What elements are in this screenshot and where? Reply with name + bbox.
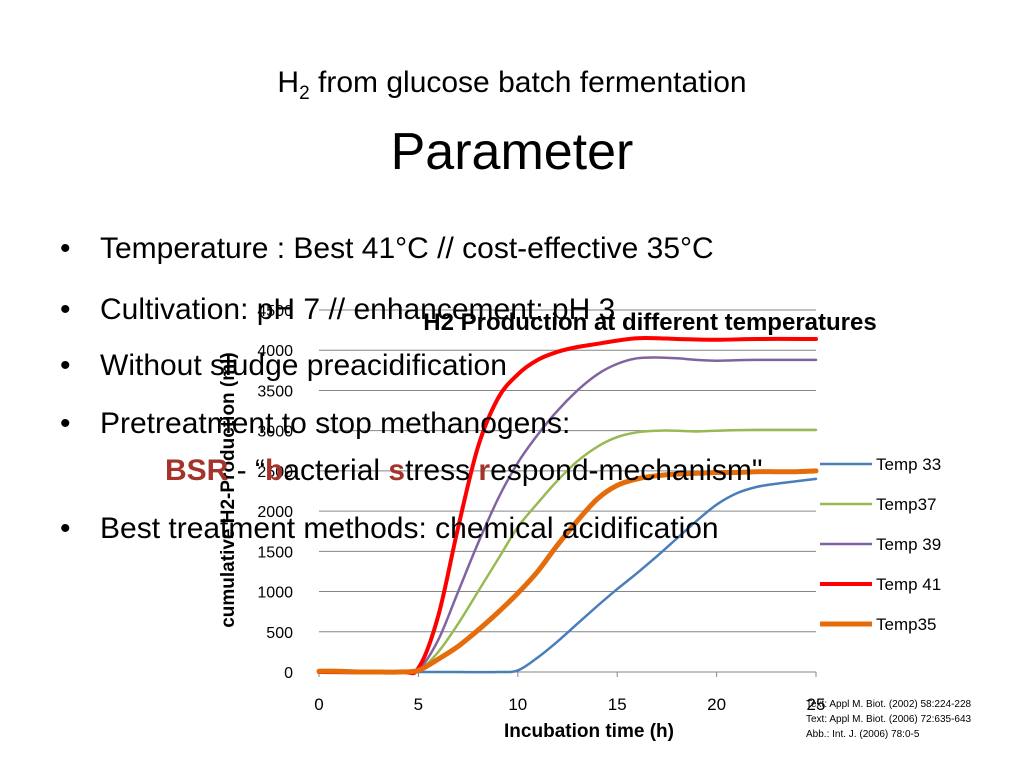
- bsr-sep: - “: [228, 454, 265, 487]
- bullet-dot: •: [60, 293, 71, 326]
- y-tick-label: 2000: [257, 504, 293, 521]
- bsr-letter-r: r: [478, 454, 491, 487]
- y-tick-label: 4000: [257, 343, 293, 360]
- slide-title: H2 from glucose batch fermentation: [0, 66, 1024, 105]
- bullet-text: Without sludge preacidification: [100, 349, 507, 382]
- bsr-word-3: espond-mechanism": [490, 454, 763, 487]
- legend-label: Temp35: [876, 615, 936, 634]
- bullet-text: Temperature : Best 41°C // cost-effectiv…: [100, 232, 714, 265]
- y-tick-label: 0: [284, 665, 293, 682]
- source-line: Text: Appl M. Biot. (2006) 72:635-643: [806, 714, 972, 725]
- y-axis-label: cumulative H2-Production (ml): [218, 352, 239, 628]
- series-line-temp37: [317, 428, 818, 674]
- bullet-text: Cultivation: pH 7 // enhancement: pH 3: [100, 293, 616, 326]
- series-line-temp39: [317, 356, 818, 674]
- series-line-temp41: [317, 335, 818, 676]
- source-line: Abb.: Int. J. (2006) 78:0-5: [806, 729, 920, 740]
- bsr-letter-s: s: [388, 454, 406, 487]
- x-tick-label: 15: [608, 695, 627, 714]
- x-tick-label: 25: [807, 695, 826, 714]
- chart-title: H2 Production at different temperatures: [423, 309, 876, 336]
- y-tick-label: 4500: [257, 303, 293, 320]
- bullet-text: Best treatment methods: chemical acidifi…: [100, 512, 719, 545]
- y-tick-label: 3500: [257, 383, 293, 400]
- legend-label: Temp 41: [876, 575, 941, 594]
- bullet-dot: •: [60, 407, 71, 440]
- x-tick-label: 10: [508, 695, 527, 714]
- bsr-definition: BSR - “bacterial stress respond-mechanis…: [165, 454, 763, 488]
- bullet-dot: •: [60, 232, 71, 265]
- bsr-word-2: tress: [405, 454, 479, 487]
- y-tick-label: 2500: [257, 464, 293, 481]
- x-tick-label: 20: [707, 695, 726, 714]
- y-tick-label: 3000: [257, 424, 293, 441]
- legend-label: Temp 33: [876, 455, 941, 474]
- bullet-text: Pretreatment to stop methanogens:: [100, 407, 571, 440]
- title-prefix: H: [277, 66, 300, 99]
- title-rest: from glucose batch fermentation: [309, 66, 747, 99]
- bullet-dot: •: [60, 349, 71, 382]
- bsr-word-1: acterial: [283, 454, 389, 487]
- y-tick-label: 1500: [257, 544, 293, 561]
- legend-label: Temp 39: [876, 535, 941, 554]
- series-line-temp35: [316, 468, 819, 675]
- y-tick-label: 500: [266, 625, 293, 642]
- title-subscript: 2: [299, 83, 310, 104]
- legend-label: Temp37: [876, 495, 936, 514]
- y-tick-label: 1000: [257, 585, 293, 602]
- x-tick-label: 0: [314, 695, 323, 714]
- x-tick-label: 5: [414, 695, 423, 714]
- source-line: Text: Appl M. Biot. (2002) 58:224-228: [806, 699, 972, 710]
- slide-subtitle: Parameter: [390, 123, 634, 181]
- bsr-acronym: BSR: [165, 454, 229, 487]
- bsr-letter-b: b: [265, 454, 284, 487]
- source-notes: Text: Appl M. Biot. (2002) 58:224-228 Te…: [806, 697, 971, 742]
- bullet-dot: •: [60, 512, 71, 545]
- x-axis-label: Incubation time (h): [504, 721, 674, 742]
- series-line-temp33: [317, 477, 818, 674]
